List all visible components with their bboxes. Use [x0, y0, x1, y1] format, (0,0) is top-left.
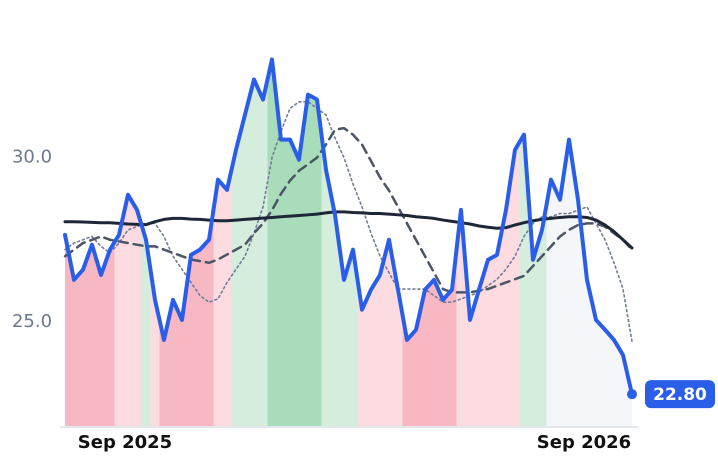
regime-band: [456, 59, 520, 427]
last-point: [627, 389, 637, 400]
line-series: [63, 57, 634, 397]
regime-band: [65, 59, 115, 427]
regime-band: [402, 59, 457, 427]
regime-band: [150, 59, 160, 427]
x-tick-label: Sep 2026: [537, 432, 631, 453]
y-tick-label: 30.0: [12, 147, 52, 168]
regime-band: [213, 59, 232, 427]
regime-band: [231, 59, 268, 427]
regime-band: [519, 59, 547, 427]
x-tick-label: Sep 2025: [78, 432, 172, 453]
regime-band: [141, 59, 151, 427]
value-label: 22.80: [653, 385, 707, 405]
line-series: [63, 210, 634, 250]
regime-band: [159, 59, 214, 427]
line-series: [63, 126, 634, 294]
value-badge: [645, 380, 715, 409]
y-tick-label: 25.0: [12, 311, 52, 332]
